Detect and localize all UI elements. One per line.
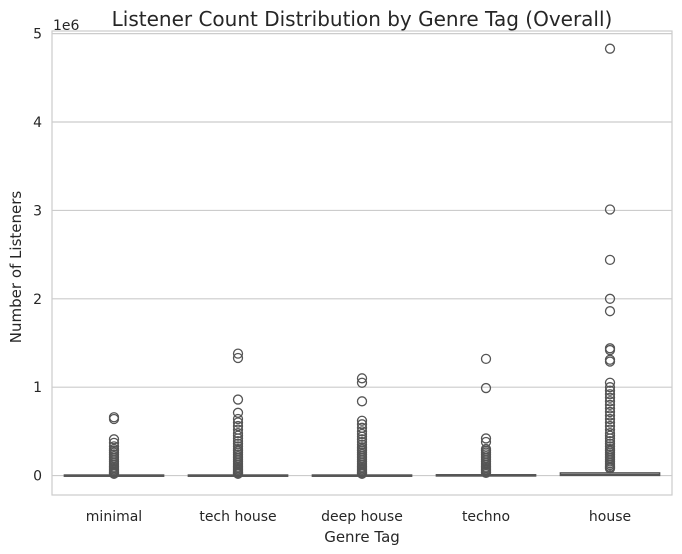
outlier-point [604,344,616,356]
box-group [187,348,289,479]
outlier-point [604,385,616,396]
outlier-point [604,399,616,411]
outlier-point [232,468,244,479]
plot-frame [51,30,673,496]
outlier-point [480,433,492,444]
outlier-point [604,254,616,266]
outlier-point [232,433,244,444]
outlier-point [232,348,244,359]
box-group [63,412,165,479]
outlier-point [604,377,616,388]
outlier-point [604,403,616,414]
x-tick-label: minimal [86,509,142,525]
outlier-point [108,434,120,445]
y-scale-offset-label: 1e6 [53,18,80,34]
outlier-point [356,373,368,384]
outlier-point [604,293,616,304]
x-axis-title: Genre Tag [324,528,400,546]
outlier-point [232,394,244,405]
outlier-point [604,413,616,425]
outlier-point [356,434,368,445]
x-tick-label: deep house [321,509,403,525]
outlier-point [604,435,616,447]
outlier-point [604,204,616,215]
outlier-point [604,43,616,54]
outlier-point [356,431,368,442]
outlier-point [604,410,616,421]
outlier-point [604,463,616,474]
outlier-point [108,441,120,452]
outlier-point [604,427,616,439]
outlier-point [356,439,368,450]
outlier-point [232,413,244,425]
boxes [63,43,661,479]
y-axis-title: Number of Listeners [7,191,25,344]
x-tick-label: techno [462,509,510,525]
outlier-point [604,441,616,452]
outlier-point [356,377,368,388]
outlier-point [604,420,616,432]
outlier-point [356,419,368,430]
box-group [559,43,661,477]
x-tick-label: tech house [199,509,276,525]
outlier-point [356,396,368,407]
outlier-point [604,356,616,367]
outlier-point [604,417,616,428]
x-tick-labels: minimal tech house deep house techno house [86,509,631,525]
outlier-point [604,382,616,393]
outlier-point [604,306,616,317]
outlier-point [480,353,492,365]
outlier-point [356,426,368,437]
chart-title: Listener Count Distribution by Genre Tag… [112,7,613,31]
outlier-point [232,407,244,418]
outlier-point [480,467,492,479]
y-tick-label: 1 [33,380,42,396]
y-tick-labels: 0 1 2 3 4 5 [33,27,42,485]
outlier-point [604,430,616,441]
outlier-point [232,435,244,447]
outlier-point [232,441,244,452]
outlier-point [604,392,616,403]
outlier-point [356,415,368,426]
outlier-point [108,468,120,479]
y-tick-label: 4 [33,115,42,131]
outlier-point [356,468,368,479]
outlier-point [604,389,616,400]
y-tick-label: 2 [33,292,42,308]
y-tick-label: 3 [33,203,42,219]
x-tick-label: house [589,509,631,525]
outlier-point [232,430,244,441]
outlier-point [232,417,244,428]
box-group [311,373,413,479]
y-tick-label: 5 [33,27,42,43]
box-group [435,353,537,479]
y-tick-label: 0 [33,469,42,485]
outlier-point [356,428,368,440]
outlier-point [232,352,244,364]
outlier-point [232,420,244,432]
outlier-point [232,427,244,439]
outlier-point [604,433,616,444]
outlier-point [604,396,616,407]
outlier-point [604,406,616,418]
outlier-point [108,437,120,449]
outlier-point [480,382,492,394]
outlier-point [108,413,120,425]
